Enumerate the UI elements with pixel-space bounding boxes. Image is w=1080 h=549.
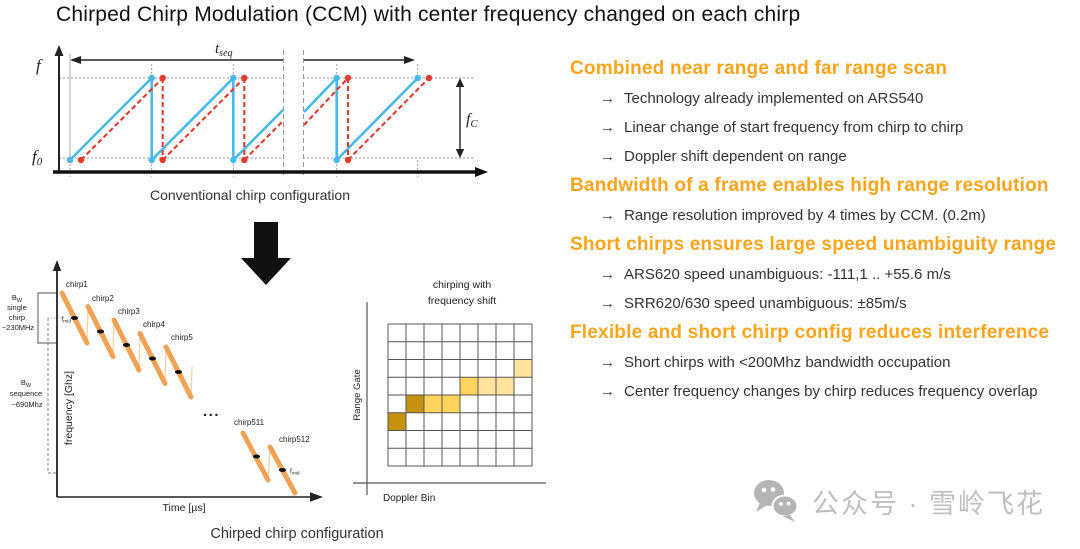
freq-axis-arrow-icon: [52, 260, 62, 271]
bullet-item: → Doppler shift dependent on range: [600, 147, 1072, 167]
chirped-chirp-diagram: BW single chirp ~230MHz BW sequence ~690…: [2, 260, 323, 514]
svg-text:chirp511: chirp511: [234, 418, 265, 427]
section-heading-1: Combined near range and far range scan: [570, 58, 948, 79]
svg-text:chirp4: chirp4: [143, 320, 165, 329]
bw-sequence-label: BW sequence ~690Mhz: [10, 378, 45, 409]
svg-text:chirp1: chirp1: [66, 280, 88, 289]
axis-break-mask: [284, 48, 303, 176]
bw-sequence-bracket: [47, 318, 58, 474]
freq-axis-arrow-icon: [54, 45, 64, 56]
tseq-left-arrow-icon: [70, 56, 81, 64]
bullet-item: → Linear change of start frequency from c…: [600, 118, 1072, 138]
bullet-panel: Combined near range and far range scan →…: [570, 56, 1072, 402]
bullet-text: Doppler shift dependent on range: [624, 148, 847, 165]
bullet-item: → Short chirps with <200Mhz bandwidth occ…: [600, 353, 1072, 373]
arrow-bullet-icon: →: [600, 383, 615, 400]
page-title: Chirped Chirp Modulation (CCM) with cent…: [56, 3, 801, 26]
bullet-text: SRR620/630 speed unambiguous: ±85m/s: [624, 295, 907, 312]
wechat-icon: [754, 480, 799, 522]
conventional-caption: Conventional chirp configuration: [149, 187, 350, 203]
rx-sample-dots: [77, 74, 433, 164]
range-gate-label: Range Gate: [352, 369, 363, 420]
arrow-bullet-icon: →: [600, 295, 615, 312]
ellipsis-label: ...: [203, 403, 220, 420]
dotted-guides: [59, 64, 473, 177]
section-heading-3: Short chirps ensures large speed unambig…: [570, 234, 1057, 255]
tseq-right-arrow-icon: [404, 56, 415, 64]
arrow-bullet-icon: →: [600, 207, 615, 224]
fmid-dots: [70, 316, 287, 472]
grid-title-line2: frequency shift: [428, 295, 496, 307]
y-axis-label: frequency [Ghz]: [63, 371, 75, 445]
section-heading-4: Flexible and short chirp config reduces …: [570, 322, 1050, 343]
f-axis-label: f: [36, 56, 43, 75]
svg-text:chirp512: chirp512: [279, 435, 310, 444]
arrow-bullet-icon: →: [600, 354, 615, 371]
grid-colored-cells: [388, 359, 532, 431]
grid-title-line1: chirping with: [433, 279, 492, 291]
range-doppler-grid: chirping with frequency shift Range Gate…: [352, 279, 546, 504]
svg-text:chirp5: chirp5: [171, 333, 193, 342]
bullet-item: → ARS620 speed unambiguous: -111,1 .. +55…: [600, 265, 1072, 285]
bullet-text: Range resolution improved by 4 times by …: [624, 207, 986, 224]
time-axis-arrow-icon: [310, 492, 323, 502]
arrow-bullet-icon: →: [600, 266, 615, 283]
bw-single-label: BW single chirp ~230MHz: [2, 293, 35, 332]
svg-text:chirp2: chirp2: [92, 294, 114, 303]
time-axis-arrow-icon: [475, 167, 488, 177]
chirp-segments: [59, 290, 298, 496]
axis-break-lines: [283, 50, 304, 176]
conventional-chirp-diagram: f f0 tseq fC: [32, 41, 488, 177]
bullet-item: → Technology already implemented on ARS54…: [600, 89, 1072, 109]
bullet-text: Short chirps with <200Mhz bandwidth occu…: [624, 354, 951, 371]
tx-sample-dots: [66, 74, 421, 164]
bullet-item: → Center frequency changes by chirp reduc…: [600, 382, 1072, 402]
bullet-text: Technology already implemented on ARS540: [624, 90, 924, 107]
arrow-bullet-icon: →: [600, 119, 615, 136]
rx-chirp-train: [80, 77, 430, 161]
watermark: 公众号 · 雪岭飞花: [752, 479, 1045, 523]
chirp-labels: chirp1 chirp2 chirp3 chirp4 chirp5 chirp…: [66, 280, 310, 444]
fc-label: fC: [466, 111, 478, 130]
bullet-text: Center frequency changes by chirp reduce…: [624, 383, 1038, 400]
arrow-bullet-icon: →: [600, 90, 615, 107]
fmid-label-first: fmid: [61, 316, 71, 325]
fc-bottom-arrow-icon: [455, 149, 465, 158]
svg-text:chirp3: chirp3: [118, 307, 140, 316]
arrow-bullet-icon: →: [600, 148, 615, 165]
bullet-item: → SRR620/630 speed unambiguous: ±85m/s: [600, 294, 1072, 314]
bullet-item: → Range resolution improved by 4 times by…: [600, 206, 1072, 226]
f0-label: f0: [32, 147, 43, 168]
grid-lines: [387, 323, 533, 467]
fmid-label-last: fmid: [290, 468, 300, 477]
down-arrow-icon: [241, 222, 291, 285]
watermark-text: 公众号 · 雪岭飞花: [812, 488, 1045, 519]
bullet-text: Linear change of start frequency from ch…: [624, 119, 964, 136]
chirp-connectors: [86, 306, 271, 481]
section-heading-2: Bandwidth of a frame enables high range …: [570, 175, 1049, 196]
doppler-bin-label: Doppler Bin: [383, 493, 435, 504]
chirped-caption: Chirped chirp configuration: [210, 526, 384, 542]
x-axis-label: Time [µs]: [163, 502, 206, 514]
tx-chirp-train: [69, 77, 419, 161]
fc-top-arrow-icon: [455, 78, 465, 87]
bullet-text: ARS620 speed unambiguous: -111,1 .. +55.…: [624, 266, 951, 283]
tseq-label: tseq: [215, 41, 233, 59]
